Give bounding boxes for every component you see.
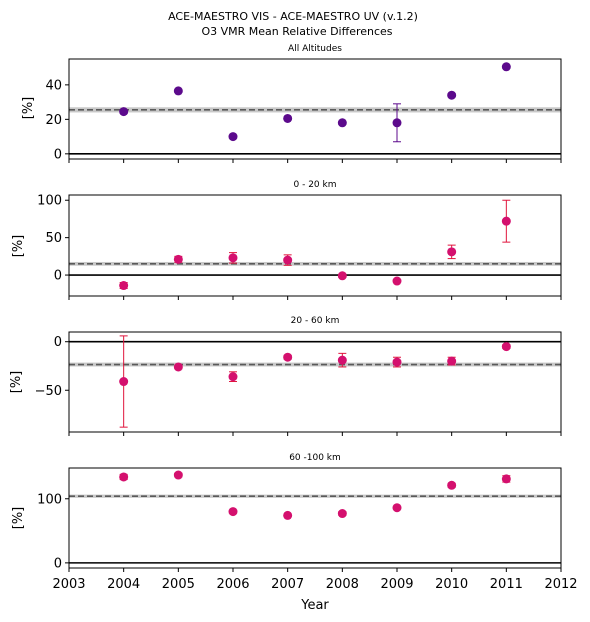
data-point [501,216,511,226]
y-tick-label: 0 [54,147,62,162]
data-point [392,503,402,513]
data-point [119,281,129,291]
data-point [392,276,402,286]
x-tick-label: 2004 [107,577,140,592]
x-tick-label: 2003 [52,577,85,592]
y-tick-label: 20 [45,113,62,128]
data-point [173,254,183,264]
data-point [173,470,183,480]
data-point [119,472,129,482]
data-point [228,507,238,517]
data-point [337,355,347,365]
data-point [228,253,238,263]
x-tick-label: 2008 [326,577,359,592]
x-axis-ticklabels: 2003 2004 2005 2006 2007 2008 2009 2010 2011 2012 [52,577,577,592]
panel-3: 20 - 60 km [%] −50 0 [9,316,562,436]
data-point [501,342,511,352]
data-point [447,480,457,490]
x-tick-label: 2005 [162,577,195,592]
x-tick-label: 2012 [544,577,577,592]
data-point [447,90,457,100]
x-tick-label: 2009 [380,577,413,592]
y-tick-label: 50 [45,231,62,246]
axes-frame [68,331,562,433]
panel-4: 60 -100 km [%] 0 100 [11,453,562,572]
panel-1-plot: 0 20 40 [45,58,562,163]
x-axis-label: Year [300,598,329,613]
axes-frame [68,58,562,160]
x-tick-label: 2011 [490,577,523,592]
data-point [283,510,293,520]
y-tick-label: 0 [54,269,62,284]
y-tick-label: 100 [37,194,62,209]
data-point [283,113,293,123]
panel-4-title: 60 -100 km [289,453,341,463]
panel-2-ylabel: [%] [11,235,26,258]
panel-3-ylabel: [%] [9,371,24,394]
y-tick-label: −50 [35,384,62,399]
y-tick-label: 40 [45,78,62,93]
data-point [501,62,511,72]
data-point [337,271,347,281]
y-tick-label: 100 [37,492,62,507]
figure-title-line1: ACE-MAESTRO VIS - ACE-MAESTRO UV (v.1.2) [168,10,418,23]
x-tick-label: 2007 [271,577,304,592]
data-point [283,352,293,362]
panel-3-title: 20 - 60 km [291,316,340,326]
data-point [447,356,457,366]
x-tick-label: 2006 [216,577,249,592]
panel-1-ylabel: [%] [21,97,36,120]
data-point [119,107,129,117]
panel-2-plot: 0 50 100 [37,194,562,300]
panel-1-title: All Altitudes [288,44,342,54]
axes-frame [68,194,562,297]
data-point [392,357,402,367]
panel-3-plot: −50 0 [35,331,562,436]
panel-1: All Altitudes [%] 0 20 40 [21,44,562,163]
panel-2-title: 0 - 20 km [294,180,337,190]
data-point [337,118,347,128]
data-point [447,247,457,257]
data-point [119,377,129,387]
data-point [337,509,347,519]
panel-2: 0 - 20 km [%] 0 50 100 [11,180,562,300]
data-point [392,118,402,128]
panel-4-ylabel: [%] [11,507,26,530]
axes-frame [68,467,562,569]
x-tick-label: 2010 [435,577,468,592]
figure-title-line2: O3 VMR Mean Relative Differences [201,25,392,38]
data-point [173,86,183,96]
data-point [501,474,511,484]
data-point [173,362,183,372]
data-point [283,255,293,265]
data-point [228,372,238,382]
panel-4-plot: 0 100 [37,467,562,572]
y-tick-label: 0 [54,556,62,571]
y-tick-label: 0 [54,335,62,350]
data-point [228,132,238,142]
